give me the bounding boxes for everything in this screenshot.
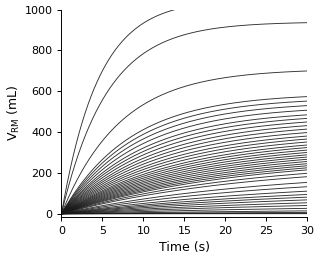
Y-axis label: $\mathrm{V_{RM}}$ (mL): $\mathrm{V_{RM}}$ (mL) [5,85,22,141]
X-axis label: Time (s): Time (s) [159,242,210,255]
